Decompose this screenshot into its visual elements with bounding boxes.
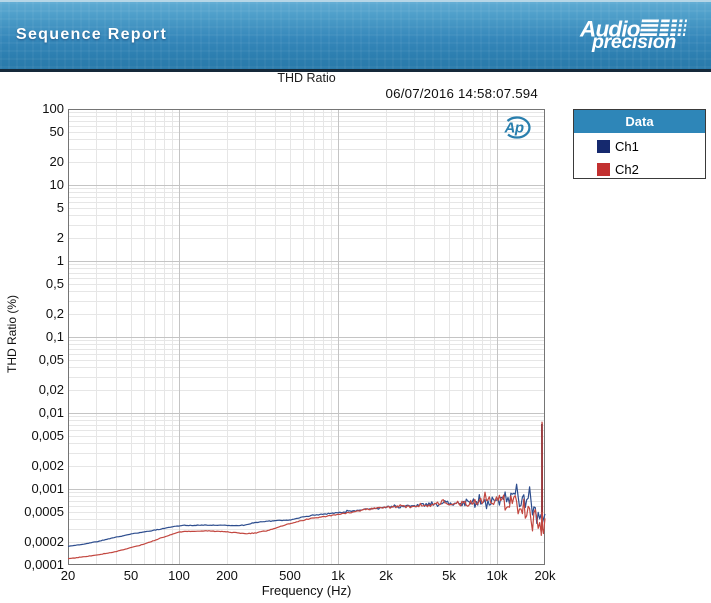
svg-text:Ap: Ap <box>504 120 524 137</box>
svg-text:precision: precision <box>591 31 676 53</box>
svg-text:Audio: Audio <box>579 17 641 42</box>
